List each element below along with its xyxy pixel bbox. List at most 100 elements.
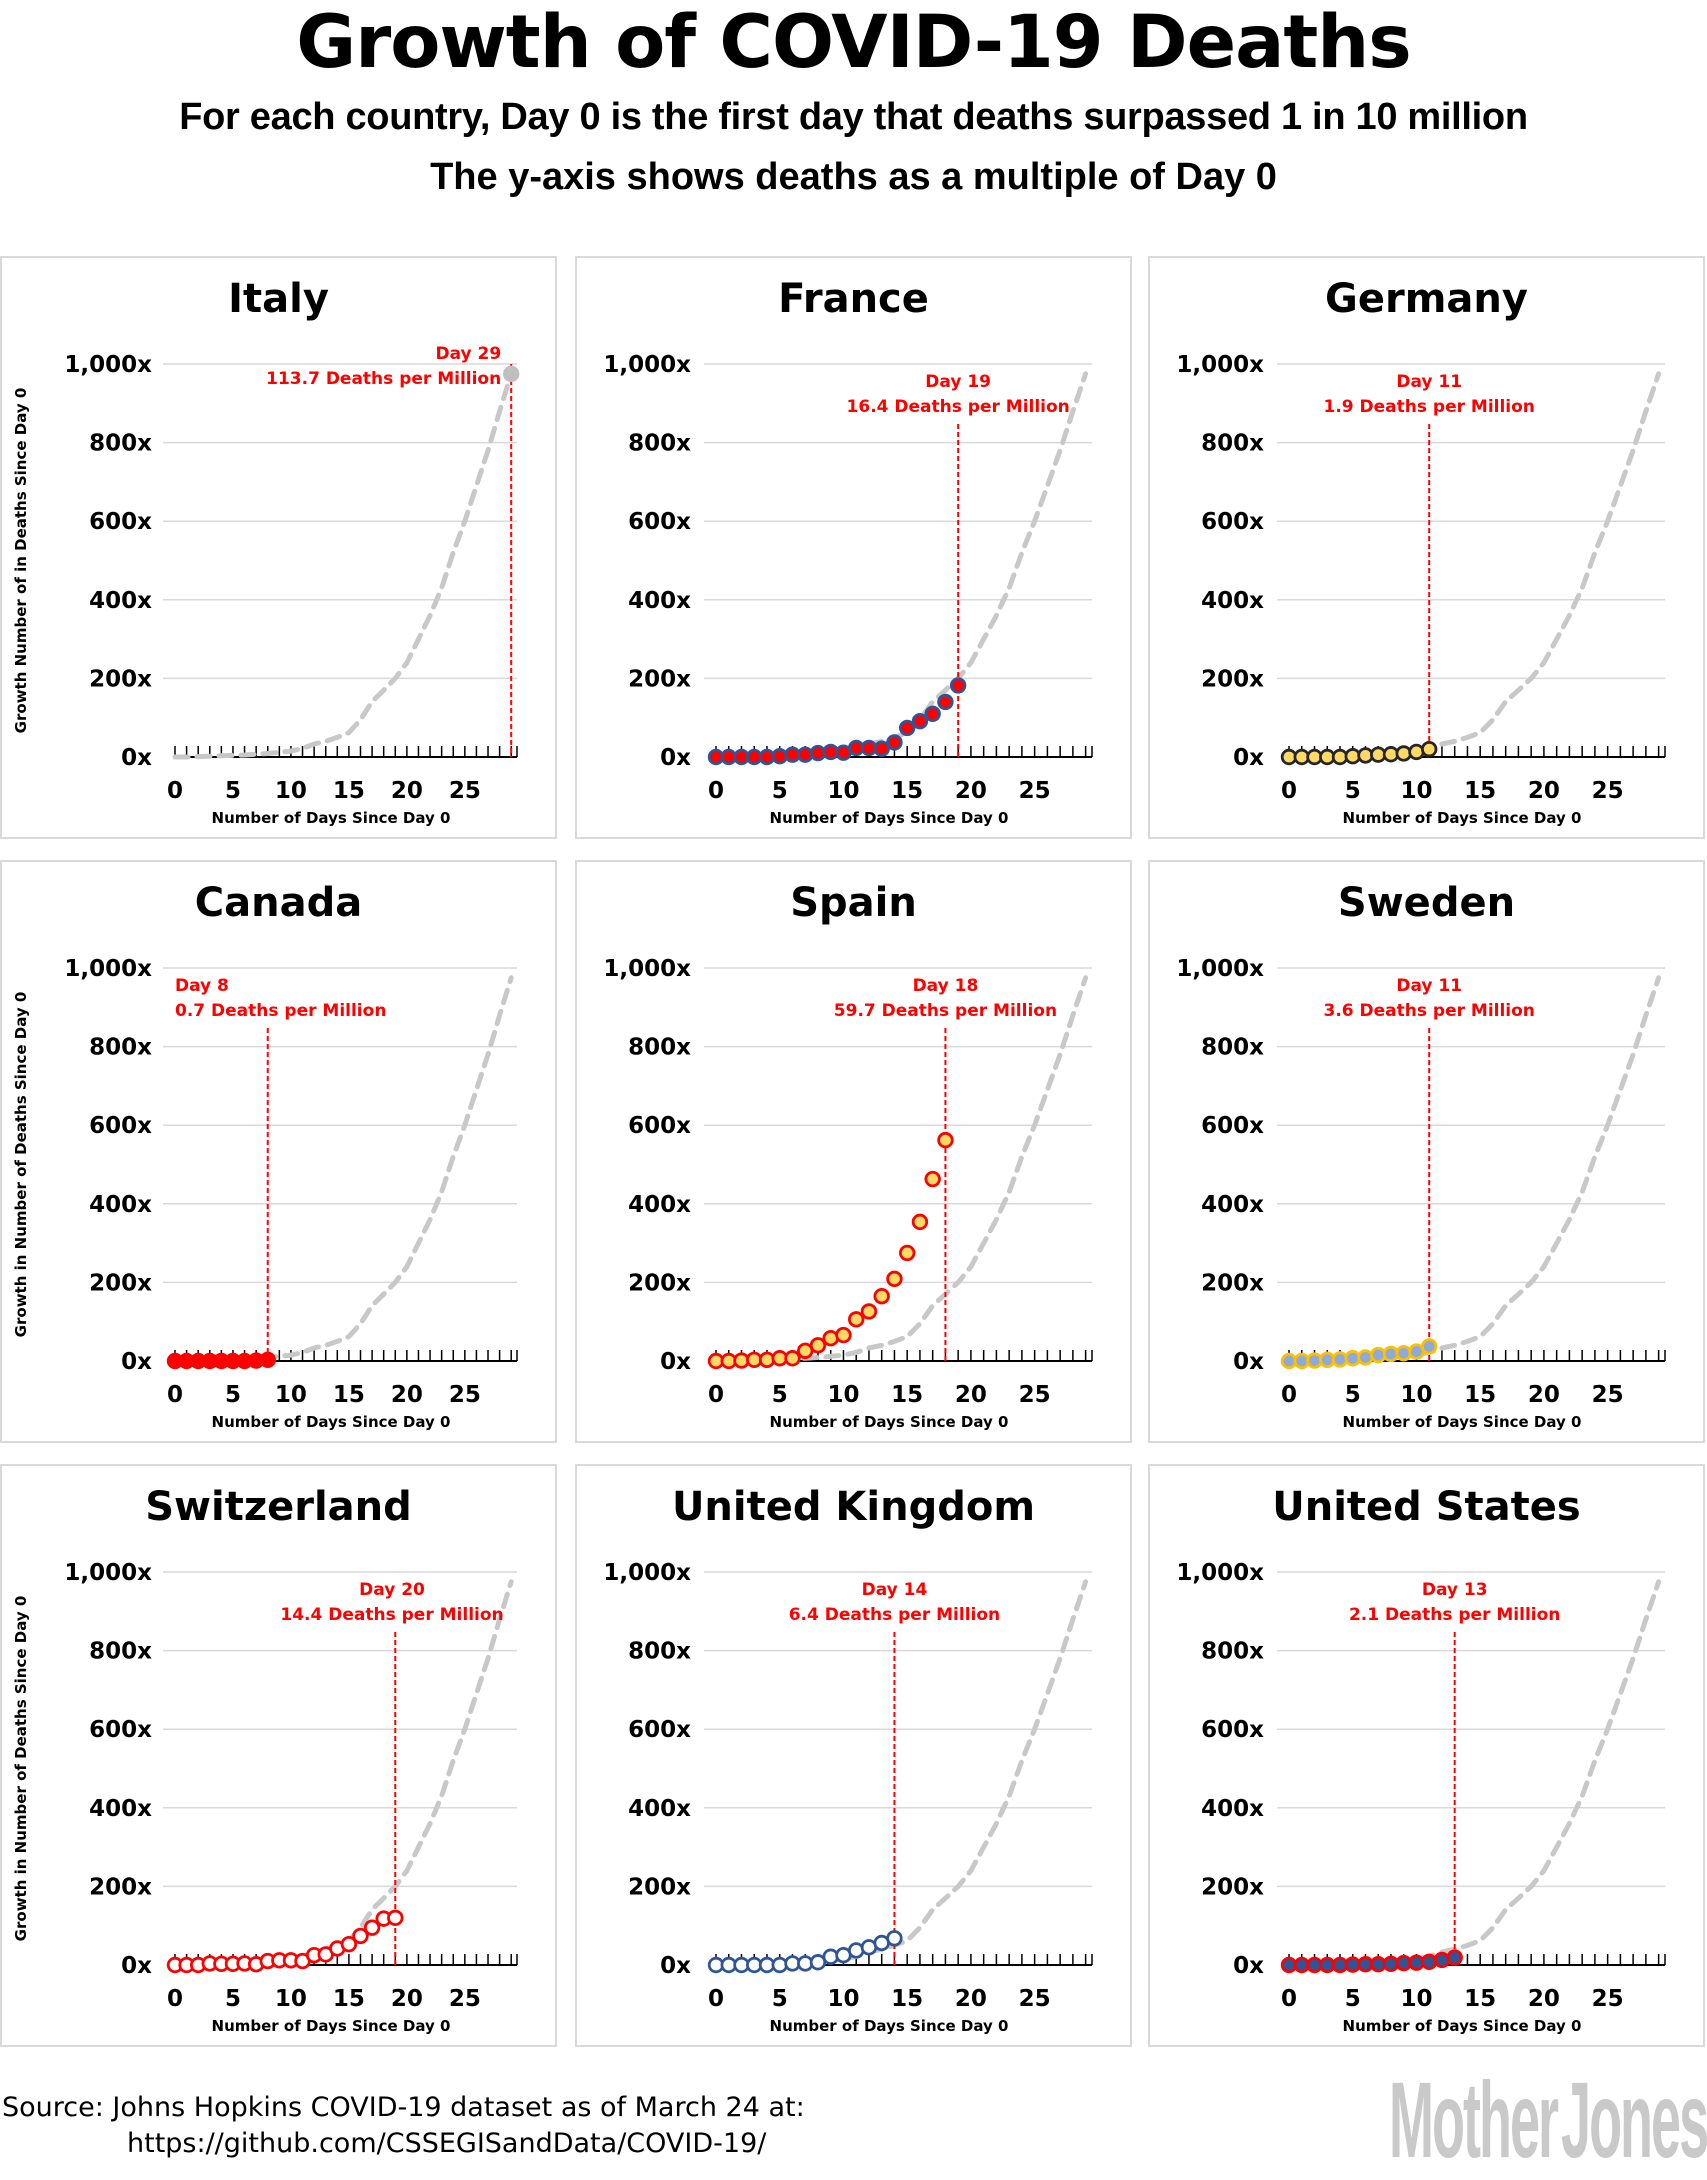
data-point [1357, 1349, 1374, 1366]
annotation-day: Day 18 [913, 976, 979, 996]
source-url-link[interactable]: https://github.com/CSSEGISandData/COVID-… [127, 2128, 767, 2159]
data-point [886, 1270, 903, 1288]
x-tick-label: 25 [1019, 778, 1051, 804]
chart-title: Italy [228, 276, 329, 322]
y-tick-label: 600x [1201, 1113, 1264, 1139]
chart-plot: 0x 200x 400x 600x 800x 1,000x 0 5 10 15 20 25 Number… [1176, 1560, 1666, 2035]
data-point [924, 1170, 941, 1188]
x-tick-label: 25 [1019, 1382, 1051, 1408]
x-tick-label: 20 [955, 1382, 987, 1408]
y-tick-label: 400x [1201, 1796, 1264, 1822]
chart-panel-italy: Italy 0x 200x 400x 600x 800x 1,000x 0 5 10 15 20 25… [0, 256, 557, 839]
data-point [1421, 1953, 1438, 1971]
annotation-deaths-per-million: 2.1 Deaths per Million [1349, 1605, 1560, 1625]
x-axis-title: Number of Days Since Day 0 [770, 809, 1009, 827]
reference-curve [713, 975, 1089, 1364]
y-tick-label: 200x [89, 666, 152, 692]
data-point [1408, 743, 1425, 761]
y-tick-label: 200x [628, 1874, 691, 1900]
data-point [387, 1909, 404, 1927]
y-tick-label: 0x [121, 745, 152, 771]
chart-panel-germany: Germany 0x 200x 400x 600x 800x 1,000x 0 5 10 15 20… [1148, 256, 1705, 839]
data-point [848, 1311, 865, 1328]
chart-plot: 0x 200x 400x 600x 800x 1,000x 0 5 10 15 20 25 Number… [12, 956, 518, 1431]
y-tick-label: 400x [89, 1796, 152, 1822]
data-point [937, 1131, 954, 1149]
chart-panel-united-states: United States 0x 200x 400x 600x 800x 1,000x 0 5… [1148, 1464, 1705, 2047]
chart-plot: 0x 200x 400x 600x 800x 1,000x 0 5 10 15 20 25 Number… [12, 1560, 518, 2035]
y-tick-label: 800x [89, 431, 152, 457]
x-axis-title: Number of Days Since Day 0 [212, 2017, 451, 2035]
x-tick-label: 5 [1345, 1382, 1361, 1408]
y-tick-label: 400x [628, 1192, 691, 1218]
data-point [886, 734, 903, 751]
x-tick-label: 10 [1400, 778, 1432, 804]
data-point [835, 1326, 852, 1344]
data-point [1421, 740, 1438, 758]
x-tick-label: 0 [167, 1986, 183, 2012]
y-tick-label: 400x [89, 1192, 152, 1218]
chart-title: United States [1272, 1484, 1581, 1530]
annotation-day: Day 19 [925, 372, 991, 392]
y-tick-label: 600x [89, 509, 152, 535]
subtitle-line-1: For each country, Day 0 is the first day… [179, 96, 1528, 138]
chart-title: France [778, 276, 929, 322]
y-tick-label: 1,000x [603, 1560, 691, 1586]
x-tick-label: 5 [1345, 1986, 1361, 2012]
data-point [860, 1303, 878, 1320]
reference-curve [172, 975, 514, 1364]
data-point [886, 1930, 903, 1947]
data-point [340, 1935, 358, 1953]
subtitle-line-2: The y-axis shows deaths as a multiple of… [430, 156, 1277, 198]
x-tick-label: 0 [708, 1382, 724, 1408]
x-tick-label: 20 [1528, 1382, 1560, 1408]
x-tick-label: 15 [333, 778, 365, 804]
data-point [911, 1213, 929, 1231]
annotation-deaths-per-million: 14.4 Deaths per Million [280, 1605, 503, 1625]
x-tick-label: 20 [391, 1986, 423, 2012]
chart-plot: 0x 200x 400x 600x 800x 1,000x 0 5 10 15 20 25 Number… [603, 1560, 1093, 2035]
chart-title: Germany [1325, 276, 1528, 322]
x-tick-label: 25 [1592, 1986, 1624, 2012]
y-tick-label: 0x [121, 1953, 152, 1979]
y-tick-label: 600x [89, 1113, 152, 1139]
y-tick-label: 1,000x [603, 352, 691, 378]
annotation-day: Day 11 [1396, 976, 1462, 996]
chart-panel-spain: Spain 0x 200x 400x 600x 800x 1,000x 0 5 10 15 20 25… [575, 860, 1132, 1443]
source-note: Source: Johns Hopkins COVID-19 dataset a… [2, 2092, 805, 2123]
y-tick-label: 1,000x [1176, 956, 1264, 982]
annotation-day: Day 20 [359, 1580, 425, 1600]
main-title: Growth of COVID-19 Deaths [296, 0, 1411, 85]
y-tick-label: 200x [1201, 666, 1264, 692]
x-tick-label: 10 [275, 1986, 307, 2012]
x-tick-label: 25 [449, 1382, 481, 1408]
y-tick-label: 200x [628, 666, 691, 692]
reference-curve [1286, 371, 1662, 760]
y-tick-label: 800x [628, 431, 691, 457]
x-tick-label: 15 [891, 778, 923, 804]
annotation-deaths-per-million: 59.7 Deaths per Million [834, 1001, 1057, 1021]
y-tick-label: 200x [1201, 1874, 1264, 1900]
y-axis-title: Growth in Number of Deaths Since Day 0 [12, 992, 30, 1338]
chart-panel-united-kingdom: United Kingdom 0x 200x 400x 600x 800x 1,000x 0… [575, 1464, 1132, 2047]
y-tick-label: 200x [628, 1270, 691, 1296]
y-tick-label: 0x [1233, 745, 1264, 771]
data-point [784, 1350, 801, 1367]
chart-plot: 0x 200x 400x 600x 800x 1,000x 0 5 10 15 20 25 Number… [1176, 956, 1666, 1431]
x-tick-label: 0 [167, 778, 183, 804]
x-tick-label: 15 [1464, 1382, 1496, 1408]
x-tick-label: 15 [333, 1986, 365, 2012]
y-tick-label: 0x [1233, 1349, 1264, 1375]
y-tick-label: 0x [660, 745, 691, 771]
x-tick-label: 15 [891, 1986, 923, 2012]
x-tick-label: 15 [333, 1382, 365, 1408]
x-tick-label: 5 [225, 778, 241, 804]
x-tick-label: 0 [167, 1382, 183, 1408]
data-point [1421, 1338, 1438, 1355]
x-tick-label: 20 [955, 1986, 987, 2012]
y-tick-label: 1,000x [64, 1560, 152, 1586]
y-axis-title: Growth Number of in Deaths Since Day 0 [12, 388, 30, 734]
data-point [924, 705, 941, 722]
annotation-day: Day 13 [1422, 1580, 1488, 1600]
y-tick-label: 800x [1201, 1035, 1264, 1061]
